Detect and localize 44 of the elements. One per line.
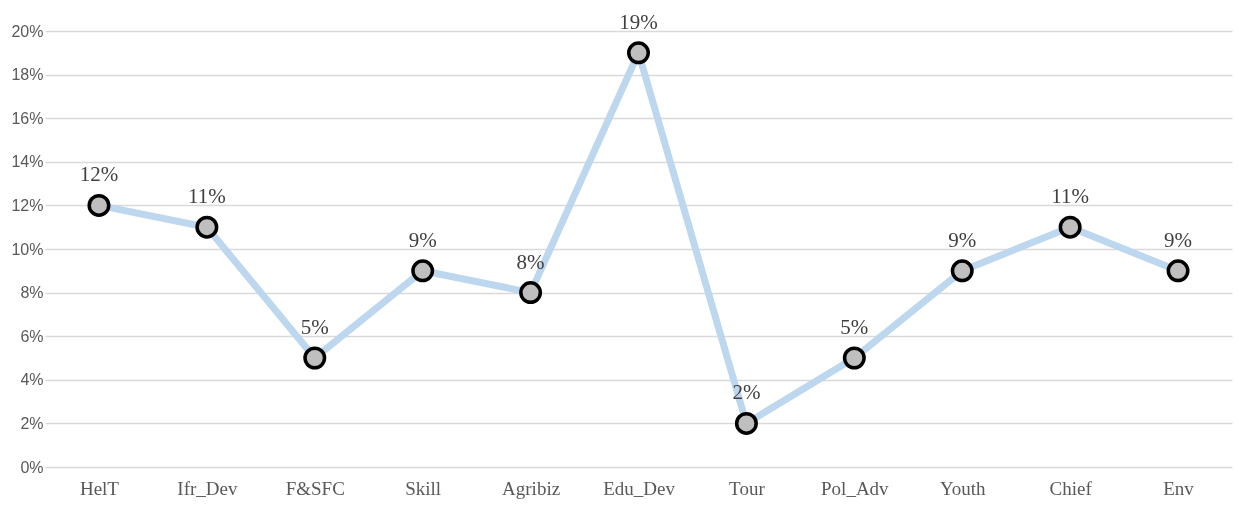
y-tick-label: 10% [11, 240, 44, 258]
data-label: 2% [732, 380, 761, 405]
point [842, 346, 866, 370]
y-tick-label: 8% [20, 284, 44, 302]
y-tick-label: 0% [20, 458, 44, 476]
data-label: 19% [619, 9, 658, 34]
x-tick-label: HelT [79, 477, 120, 499]
y-tick-label: 6% [20, 327, 44, 345]
point [87, 193, 111, 217]
point [950, 259, 974, 283]
data-label: 12% [79, 162, 119, 187]
data-label: 8% [516, 249, 545, 274]
point [1058, 215, 1082, 239]
data-label: 5% [300, 315, 329, 339]
y-tick-label: 16% [11, 109, 44, 127]
data-label: 5% [840, 315, 869, 339]
data-label: 11% [188, 184, 226, 209]
y-tick-label: 12% [11, 196, 44, 214]
x-tick-label: Tour [729, 477, 766, 499]
point [195, 215, 219, 239]
x-tick-label: Skill [405, 477, 442, 499]
point [303, 346, 327, 370]
data-label: 9% [948, 227, 977, 252]
x-tick-label: Youth [939, 477, 987, 499]
x-tick-label: Pol_Adv [821, 477, 890, 499]
x-tick-label: Edu_Dev [603, 477, 676, 499]
data-label: 9% [1164, 227, 1193, 252]
y-tick-label: 18% [11, 66, 44, 84]
y-tick-label: 4% [20, 371, 44, 389]
point [411, 259, 435, 283]
point [519, 281, 543, 305]
y-tick-label: 20% [11, 22, 44, 40]
y-tick-label: 14% [11, 153, 44, 171]
x-tick-label: F&SFC [285, 477, 345, 499]
y-tick-label: 2% [20, 414, 44, 432]
x-tick-label: Chief [1049, 477, 1093, 499]
x-tick-label: Env [1163, 477, 1195, 499]
x-tick-label: Ifr_Dev [177, 477, 238, 499]
data-label: 11% [1051, 184, 1089, 209]
point [1166, 259, 1190, 283]
x-tick-label: Agribiz [502, 477, 561, 499]
point [627, 41, 650, 65]
data-label: 9% [408, 227, 437, 252]
point [734, 411, 758, 435]
